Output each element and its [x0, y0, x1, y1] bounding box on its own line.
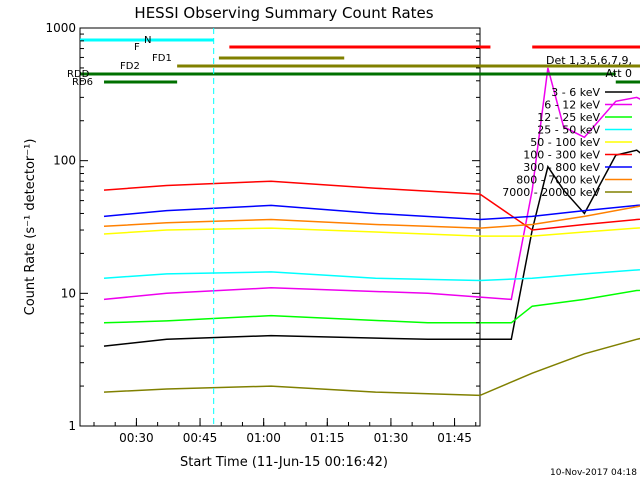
series-line-4: [103, 227, 640, 237]
y-tick-label: 10: [61, 286, 76, 300]
x-tick-label: 01:30: [374, 431, 409, 445]
series-line-3: [103, 269, 640, 282]
series-lines: [103, 67, 640, 397]
legend-label: 25 - 50 keV: [537, 124, 600, 137]
x-tick-label: 00:30: [119, 431, 154, 445]
series-line-7: [103, 205, 640, 229]
x-tick-label: 00:45: [183, 431, 218, 445]
flag-bar-label: F: [134, 42, 140, 53]
x-tick-label: 01:15: [310, 431, 345, 445]
legend-label: 3 - 6 keV: [551, 86, 600, 99]
legend-label: 800 - 7000 keV: [516, 174, 600, 187]
x-tick-label: 01:45: [437, 431, 472, 445]
legend-label: 12 - 25 keV: [537, 111, 600, 124]
flag-bar-label: FD1: [152, 53, 172, 64]
flag-bar-label: N: [144, 35, 151, 46]
chart-title: HESSI Observing Summary Count Rates: [134, 4, 433, 22]
legend-label: 6 - 12 keV: [544, 99, 600, 112]
series-line-8: [103, 337, 640, 397]
legend-label: 100 - 300 keV: [523, 149, 600, 162]
flag-bar-label: RD6: [72, 77, 93, 88]
y-axis-label: Count Rate (s⁻¹ detector⁻¹): [23, 139, 38, 316]
dashed-markers: [213, 28, 215, 426]
x-axis-ticks: 00:30 00:45 01:00 01:15 01:30 01:45: [93, 418, 477, 445]
legend-label: 50 - 100 keV: [530, 136, 600, 149]
series-line-2: [103, 289, 640, 324]
plot-frame: [79, 27, 481, 427]
y-tick-label: 1000: [45, 21, 76, 35]
x-tick-label: 01:00: [246, 431, 281, 445]
flag-bar-label: RDD: [67, 69, 90, 80]
series-line-5: [103, 180, 640, 231]
flag-bar-label: FD2: [120, 61, 140, 72]
legend-label: 300 - 800 keV: [523, 161, 600, 174]
series-line-6: [103, 204, 640, 221]
series-line-0: [103, 149, 640, 347]
legend-label: 7000 - 20000 keV: [502, 186, 600, 199]
series-line-1: [103, 67, 640, 301]
footer-timestamp: 10-Nov-2017 04:18: [550, 468, 637, 478]
legend-header: Det 1,3,5,6,7,9,: [546, 54, 632, 67]
y-tick-label: 1: [68, 419, 76, 433]
legend-header: Att 0: [606, 67, 632, 80]
x-axis-label: Start Time (11-Jun-15 00:16:42): [180, 455, 388, 470]
y-tick-label: 100: [53, 154, 76, 168]
y-axis-ticks: 1 10 100 1000: [45, 21, 480, 433]
